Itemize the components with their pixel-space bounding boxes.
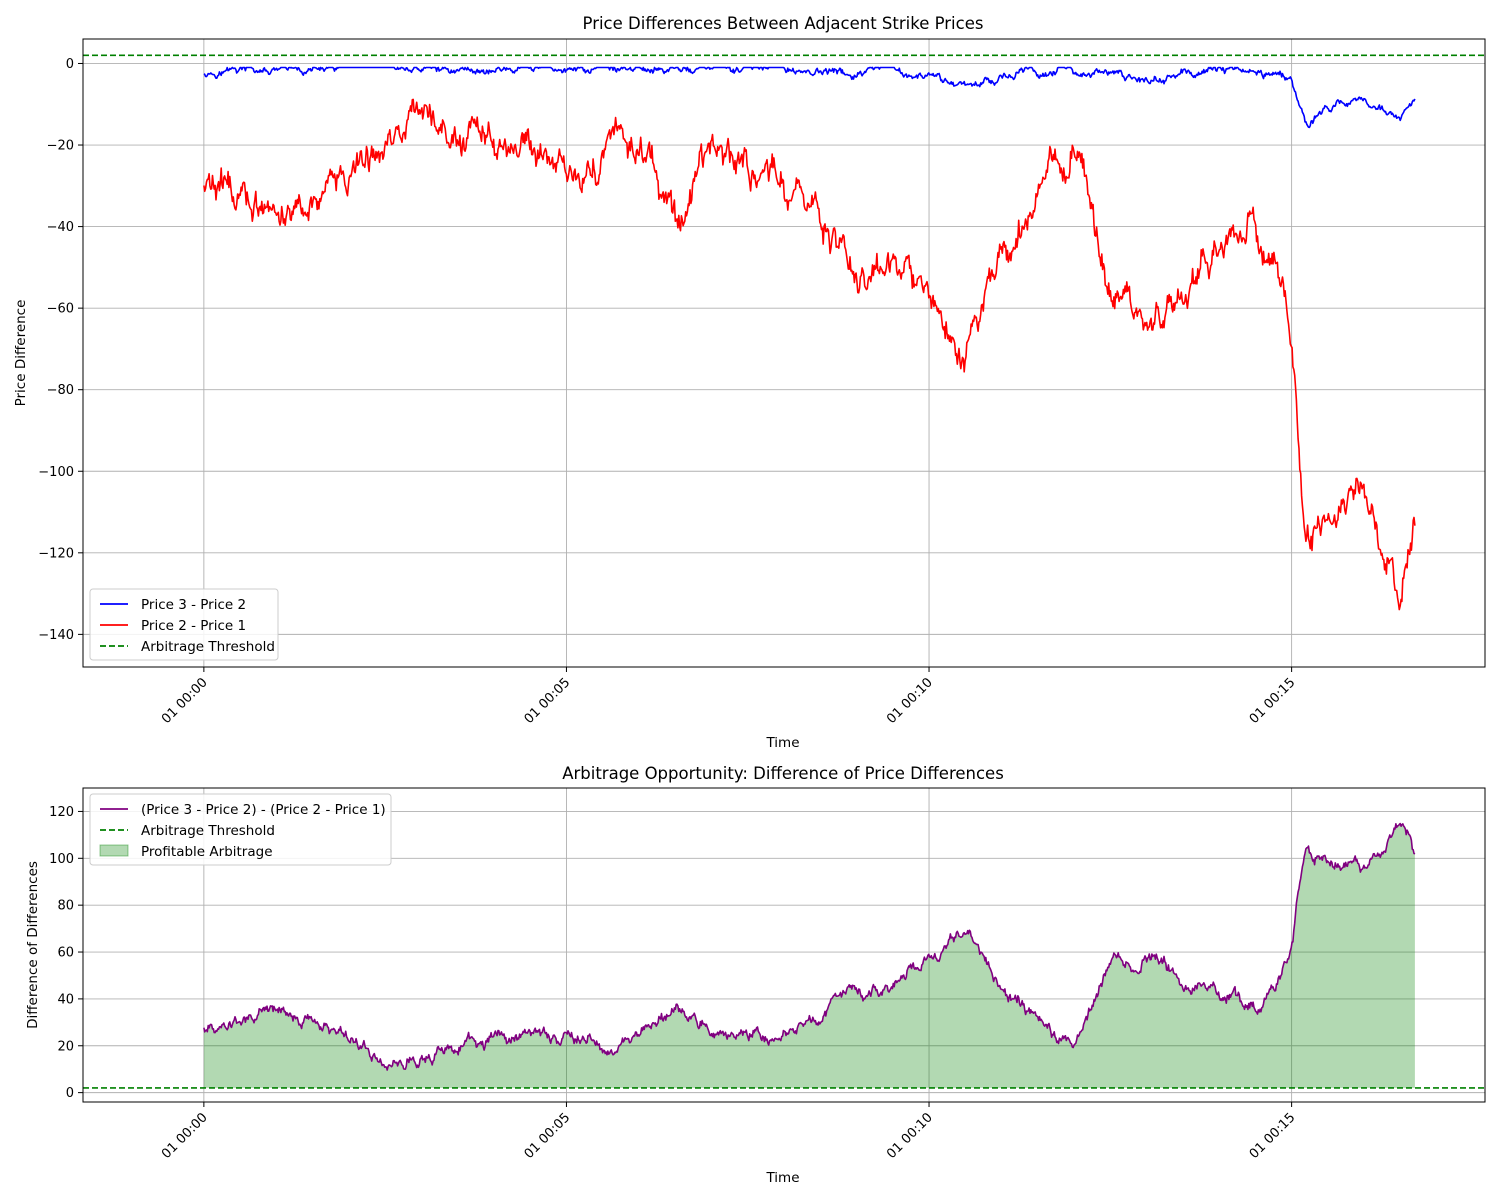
bottom-chart-legend-label: Arbitrage Threshold [141, 823, 275, 839]
top-chart-series-line [203, 98, 1416, 611]
top-chart-xtick-label: 01 00:10 [884, 675, 936, 727]
top-chart-series-layer [83, 54, 1485, 611]
bottom-chart-legend-box [89, 793, 392, 866]
bottom-chart-legend-swatch [99, 844, 129, 857]
bottom-chart-ytick-label: 80 [57, 899, 74, 914]
top-chart-xtick-label: 01 00:00 [159, 675, 211, 727]
bottom-chart: Arbitrage Opportunity: Difference of Pri… [25, 764, 1486, 1186]
top-chart-xtick-label: 01 00:05 [522, 675, 574, 727]
bottom-chart-legend-label: (Price 3 - Price 2) - (Price 2 - Price 1… [141, 802, 386, 818]
bottom-chart-ytick-label: 100 [49, 852, 74, 867]
top-chart: Price Differences Between Adjacent Strik… [13, 14, 1486, 751]
top-chart-ytick-label: −60 [47, 302, 74, 317]
top-chart-legend-label: Price 3 - Price 2 [141, 597, 246, 613]
bottom-chart-ytick-label: 40 [57, 992, 74, 1007]
top-chart-xtick-label: 01 00:15 [1247, 675, 1299, 727]
top-chart-ytick-label: −20 [47, 139, 74, 154]
top-chart-legend-label: Price 2 - Price 1 [141, 618, 246, 634]
top-chart-xlabel: Time [765, 735, 799, 751]
top-chart-ytick-label: −140 [38, 628, 74, 643]
bottom-chart-ytick-label: 0 [66, 1086, 74, 1101]
bottom-chart-ylabel: Difference of Differences [25, 861, 41, 1029]
top-chart-ytick-label: −80 [47, 383, 74, 398]
top-chart-legend-label: Arbitrage Threshold [141, 639, 275, 655]
top-chart-ytick-label: −120 [38, 546, 74, 561]
top-chart-legend-box [89, 588, 279, 661]
bottom-chart-xtick-label: 01 00:10 [884, 1110, 936, 1162]
bottom-chart-xtick-label: 01 00:15 [1247, 1110, 1299, 1162]
bottom-chart-xlabel: Time [765, 1170, 799, 1186]
top-chart-ylabel: Price Difference [13, 300, 29, 407]
bottom-chart-ytick-label: 120 [49, 805, 74, 820]
top-chart-plot-area [83, 54, 1485, 611]
top-chart-series-line [203, 66, 1416, 129]
bottom-chart-title: Arbitrage Opportunity: Difference of Pri… [562, 764, 1004, 783]
bottom-chart-series-layer [83, 822, 1485, 1089]
top-chart-ytick-label: −40 [47, 220, 74, 235]
top-chart-legend: Price 3 - Price 2 Price 2 - Price 1 Arbitr… [89, 588, 279, 661]
bottom-chart-legend-label: Profitable Arbitrage [141, 844, 273, 860]
bottom-chart-series-line [203, 822, 1416, 1071]
top-chart-ytick-label: −100 [38, 465, 74, 480]
top-chart-title: Price Differences Between Adjacent Strik… [583, 14, 984, 33]
bottom-chart-legend: (Price 3 - Price 2) - (Price 2 - Price 1… [89, 793, 392, 866]
bottom-chart-ytick-label: 60 [57, 946, 74, 961]
bottom-chart-plot-area [83, 822, 1485, 1089]
bottom-chart-frame [82, 787, 1486, 1103]
bottom-chart-ytick-label: 20 [57, 1039, 74, 1054]
top-chart-ytick-label: 0 [66, 57, 74, 72]
top-chart-frame [82, 38, 1486, 668]
top-chart-grid [83, 39, 1485, 667]
bottom-chart-xtick-label: 01 00:05 [522, 1110, 574, 1162]
bottom-chart-xtick-label: 01 00:00 [159, 1110, 211, 1162]
bottom-chart-profitable-area [203, 823, 1415, 1088]
